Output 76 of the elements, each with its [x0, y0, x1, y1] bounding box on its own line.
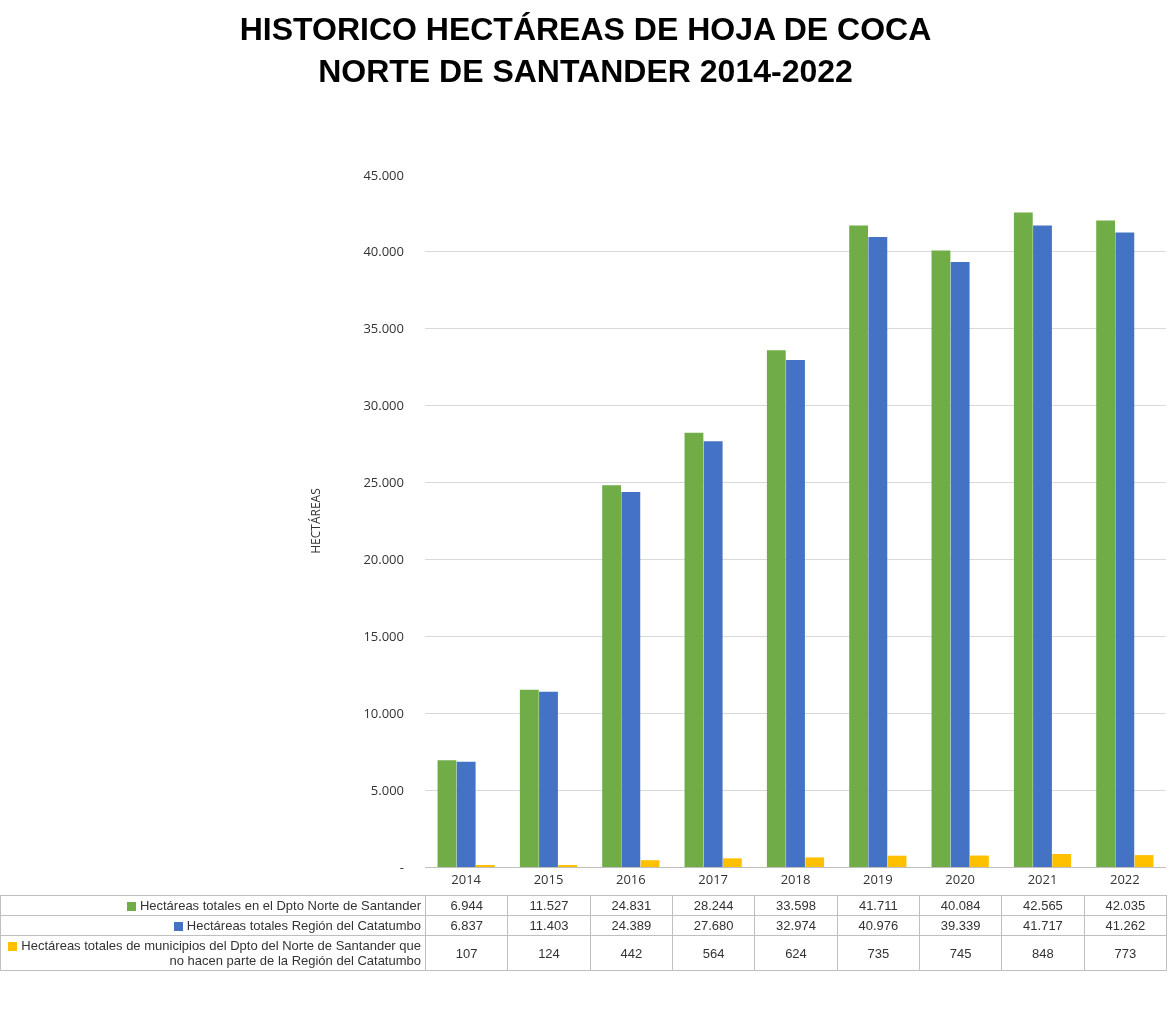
x-tick-label: 2021 — [1027, 869, 1058, 888]
bar — [1033, 225, 1052, 867]
data-label: 624 — [754, 935, 838, 971]
data-label: 39.339 — [919, 915, 1002, 936]
data-label: 11.403 — [507, 915, 591, 936]
data-label: 41.262 — [1084, 915, 1167, 936]
data-label: 24.389 — [590, 915, 673, 936]
data-label: 32.974 — [754, 915, 838, 936]
legend-label: Hectáreas totales en el Dpto Norte de Santander — [139, 898, 421, 913]
bar — [786, 359, 805, 867]
data-label: 24.831 — [590, 895, 673, 916]
data-label: 442 — [590, 935, 673, 971]
y-axis-title: HECTÁREAS — [306, 488, 324, 554]
y-tick-label: 25.000 — [363, 473, 404, 492]
y-tick-label: 15.000 — [363, 626, 404, 645]
data-label: 848 — [1001, 935, 1085, 971]
bar — [887, 855, 907, 867]
y-tick-label: 10.000 — [363, 703, 404, 722]
bar — [1115, 232, 1135, 867]
data-label: 33.598 — [754, 895, 838, 916]
x-tick-label: 2020 — [945, 869, 976, 888]
data-label: 6.837 — [425, 915, 508, 936]
bar — [1013, 212, 1033, 867]
y-tick-label: 45.000 — [363, 165, 404, 184]
y-tick-label: - — [399, 857, 404, 876]
data-label: 28.244 — [672, 895, 755, 916]
bar — [805, 857, 825, 867]
bar — [1096, 220, 1116, 867]
data-label: 40.976 — [837, 915, 920, 936]
x-tick-label: 2022 — [1109, 869, 1140, 888]
y-tick-label: 40.000 — [363, 242, 404, 261]
y-tick-label: 20.000 — [363, 549, 404, 568]
bar — [766, 350, 786, 867]
x-tick-label: 2017 — [698, 869, 729, 888]
legend-label: Hectáreas totales de municipios del Dpto del Norte de Santander que no hacen parte de la Región del Catatumbo — [21, 938, 421, 968]
x-tick-label: 2018 — [780, 869, 811, 888]
data-label: 40.084 — [919, 895, 1002, 916]
bar — [868, 236, 888, 867]
bar — [931, 250, 951, 867]
data-label: 42.565 — [1001, 895, 1085, 916]
bar — [602, 485, 622, 867]
legend-label: Hectáreas totales Región del Catatumbo — [186, 918, 421, 933]
bar — [1052, 853, 1072, 867]
y-tick-label: 5.000 — [370, 780, 404, 799]
data-label: 564 — [672, 935, 755, 971]
y-tick-label: 35.000 — [363, 319, 404, 338]
bar — [519, 689, 539, 867]
x-tick-label: 2019 — [862, 869, 893, 888]
data-label: 27.680 — [672, 915, 755, 936]
data-label: 6.944 — [425, 895, 508, 916]
data-label: 41.717 — [1001, 915, 1085, 936]
bar — [684, 432, 704, 867]
data-label: 107 — [425, 935, 508, 971]
x-tick-label: 2014 — [451, 869, 482, 888]
bar — [640, 860, 660, 867]
data-label: 41.711 — [837, 895, 920, 916]
y-tick-label: 30.000 — [363, 396, 404, 415]
data-label: 735 — [837, 935, 920, 971]
data-label: 745 — [919, 935, 1002, 971]
x-tick-label: 2016 — [615, 869, 646, 888]
x-tick-label: 2015 — [533, 869, 564, 888]
bar — [1134, 855, 1154, 867]
bar — [621, 491, 641, 867]
data-label: 42.035 — [1084, 895, 1167, 916]
bar — [703, 441, 723, 867]
bar — [437, 760, 457, 867]
bar — [849, 225, 869, 867]
bar — [722, 858, 742, 867]
data-label: 773 — [1084, 935, 1167, 971]
data-label: 11.527 — [507, 895, 591, 916]
bar — [456, 761, 476, 867]
bar — [950, 262, 970, 867]
bar — [969, 855, 989, 867]
chart-title: HISTORICO HECTÁREAS DE HOJA DE COCA NORTE DE SANTANDER 2014-2022 — [239, 11, 932, 89]
data-label: 124 — [507, 935, 591, 971]
bar — [539, 691, 558, 867]
